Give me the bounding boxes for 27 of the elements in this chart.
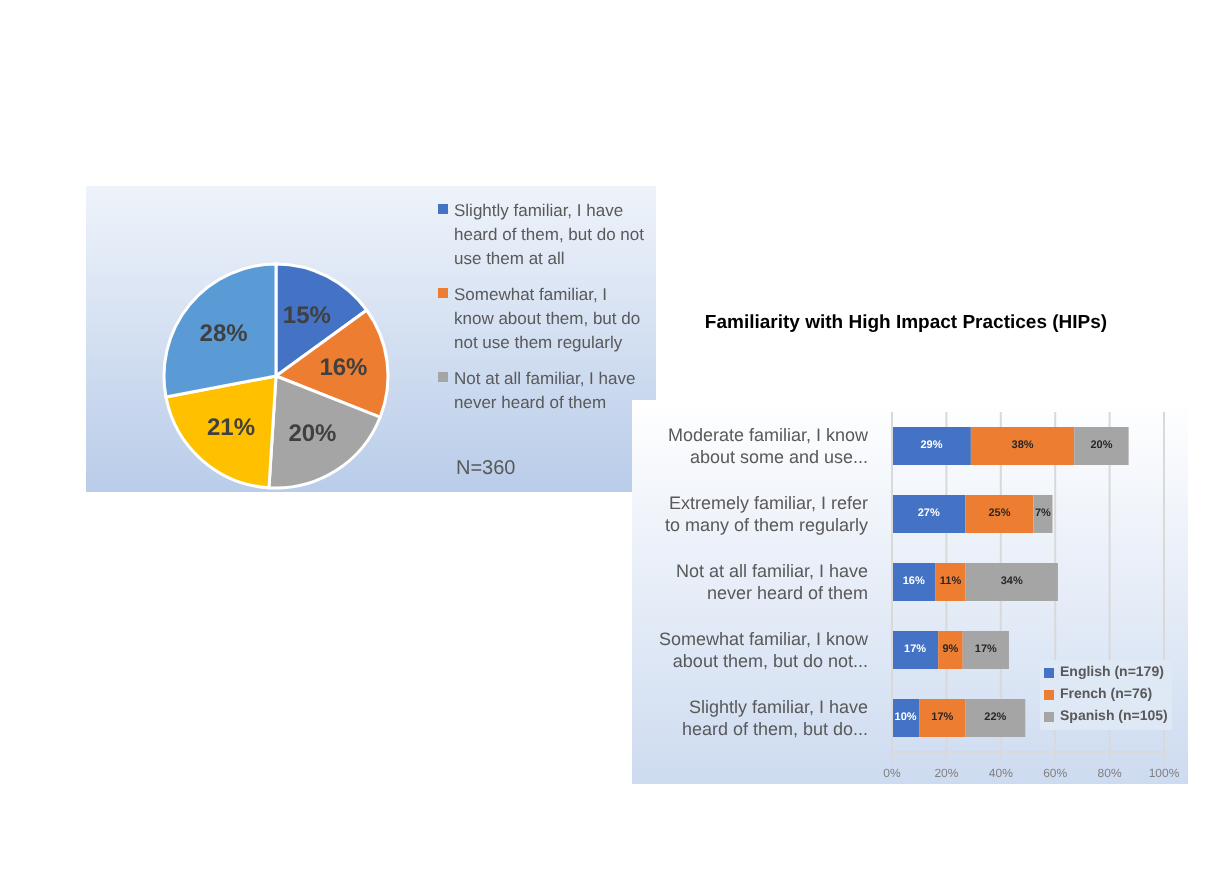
data-label: 21% <box>207 413 256 442</box>
data-label: 20% <box>288 419 338 448</box>
data-label: 15% <box>282 301 332 330</box>
data-label: 16% <box>319 353 369 382</box>
text: N=360 <box>456 458 516 480</box>
bar <box>892 562 936 601</box>
bar <box>892 630 939 669</box>
legend-label: Slightly familiar, I have heard of them, but do not use them at all <box>454 198 646 270</box>
bar <box>965 562 1058 601</box>
bar <box>892 426 971 465</box>
data-label: 28% <box>199 318 249 347</box>
bar <box>962 630 1009 669</box>
bar <box>938 630 963 669</box>
legend-label: Somewhat familiar, I know about them, but do not use them regularly <box>454 282 643 354</box>
bar <box>970 426 1075 465</box>
y-tick-label: Not at all familiar, I have never heard of them <box>675 561 868 603</box>
bar <box>892 494 966 533</box>
bar <box>965 494 1034 533</box>
chart-title: Familiarity with High Impact Practices (HIPs) <box>704 312 1108 334</box>
y-tick-label: Moderate familiar, I know about some and use... <box>667 425 869 467</box>
y-tick-label: Somewhat familiar, I know about them, but do not... <box>658 629 869 671</box>
bar <box>1074 426 1129 465</box>
legend-label: Not at all familiar, I have never heard of them <box>454 366 638 414</box>
y-tick-label: Extremely familiar, I refer to many of them regularly <box>664 493 869 535</box>
y-tick-label: Slightly familiar, I have heard of them, but do... <box>681 697 868 739</box>
bar <box>919 698 966 737</box>
bar <box>965 698 1026 737</box>
